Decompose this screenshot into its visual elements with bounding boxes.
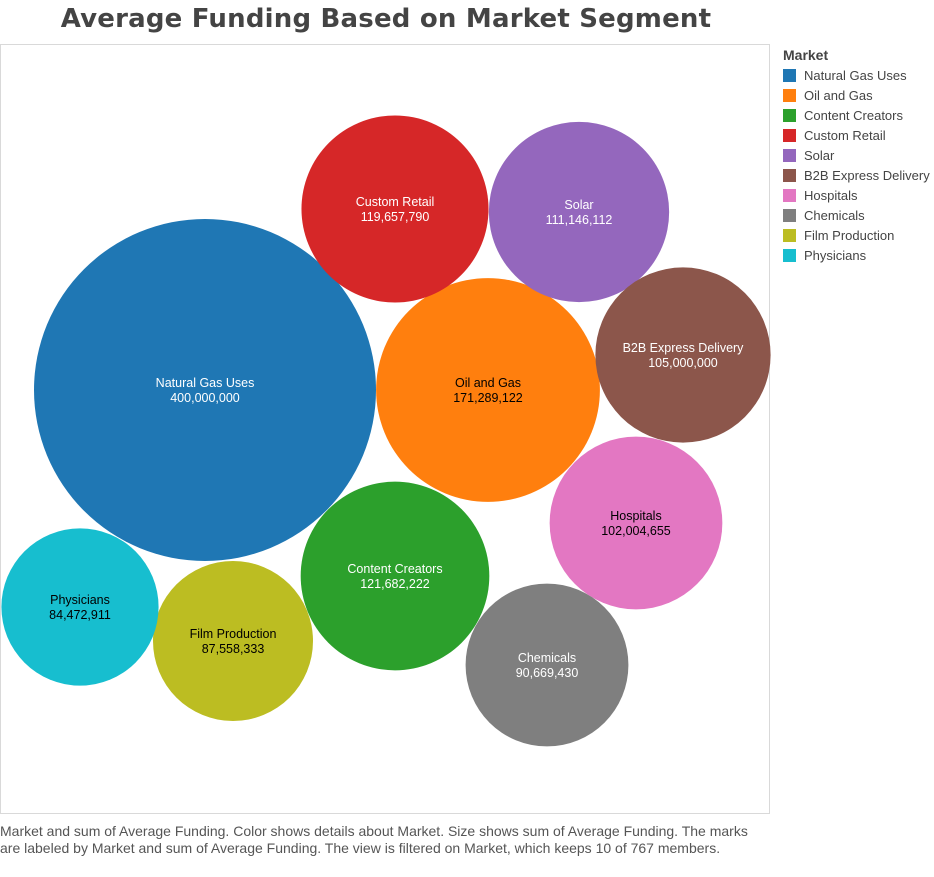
legend-swatch (783, 168, 796, 182)
legend-items: Natural Gas Uses Oil and Gas Content Creat… (783, 65, 933, 265)
legend-item-chemicals[interactable]: Chemicals (783, 205, 933, 225)
legend-item-b2b-express-delivery[interactable]: B2B Express Delivery (783, 165, 933, 185)
bubble-name-label: Oil and Gas (455, 376, 521, 390)
bubble-circle-physicians[interactable] (1, 528, 159, 686)
bubble-circle-content-creators[interactable] (300, 481, 490, 671)
legend-label: Hospitals (804, 187, 858, 203)
bubble-circle-b2b-express-delivery[interactable] (595, 267, 771, 443)
bubble-name-label: Physicians (50, 593, 110, 607)
legend-item-content-creators[interactable]: Content Creators (783, 105, 933, 125)
bubble-value-label: 84,472,911 (49, 608, 111, 622)
legend-swatch (783, 128, 796, 142)
legend-item-oil-and-gas[interactable]: Oil and Gas (783, 85, 933, 105)
bubble-circle-solar[interactable] (488, 121, 670, 303)
bubble-circle-custom-retail[interactable] (301, 115, 489, 303)
legend-title: Market (783, 47, 829, 63)
bubble-circle-natural-gas-uses[interactable] (34, 219, 376, 561)
legend-swatch (783, 88, 796, 102)
legend-item-custom-retail[interactable]: Custom Retail (783, 125, 933, 145)
legend-swatch (783, 228, 796, 242)
legend-label: B2B Express Delivery (804, 167, 930, 183)
legend-item-hospitals[interactable]: Hospitals (783, 185, 933, 205)
legend: Market Natural Gas Uses Oil and Gas Conten… (783, 47, 933, 265)
bubble-plot-area: Natural Gas Uses 400,000,000 Oil and Gas 17… (0, 44, 771, 814)
bubble-name-label: B2B Express Delivery (623, 341, 745, 355)
bubble-name-label: Content Creators (347, 562, 442, 576)
legend-swatch (783, 68, 796, 82)
legend-label: Solar (804, 147, 835, 163)
legend-swatch (783, 188, 796, 202)
legend-swatch (783, 108, 796, 122)
legend-label: Chemicals (804, 207, 865, 223)
bubble-value-label: 105,000,000 (648, 356, 718, 370)
bubble-circle-film-production[interactable] (152, 560, 314, 722)
legend-swatch (783, 148, 796, 162)
bubble-value-label: 111,146,112 (546, 213, 613, 227)
bubble-name-label: Hospitals (610, 509, 661, 523)
bubble-name-label: Chemicals (518, 651, 576, 665)
legend-label: Custom Retail (804, 127, 886, 143)
bubble-value-label: 102,004,655 (601, 524, 671, 538)
legend-label: Film Production (804, 227, 895, 243)
legend-label: Physicians (804, 247, 867, 263)
legend-item-solar[interactable]: Solar (783, 145, 933, 165)
bubble-circle-hospitals[interactable] (549, 436, 723, 610)
bubble-name-label: Solar (564, 198, 593, 212)
chart-title: Average Funding Based on Market Segment (60, 4, 712, 34)
bubble-value-label: 121,682,222 (360, 577, 430, 591)
bubble-value-label: 87,558,333 (202, 642, 265, 656)
bubble-value-label: 171,289,122 (453, 391, 523, 405)
bubble-value-label: 400,000,000 (170, 391, 240, 405)
bubble-name-label: Custom Retail (356, 195, 435, 209)
legend-label: Oil and Gas (804, 87, 873, 103)
legend-item-film-production[interactable]: Film Production (783, 225, 933, 245)
bubble-name-label: Film Production (190, 627, 277, 641)
bubble-name-label: Natural Gas Uses (156, 376, 255, 390)
legend-label: Content Creators (804, 107, 903, 123)
legend-swatch (783, 208, 796, 222)
chart-caption: Market and sum of Average Funding. Color… (0, 823, 748, 856)
bubble-circle-oil-and-gas[interactable] (376, 278, 600, 502)
legend-label: Natural Gas Uses (804, 67, 907, 83)
legend-item-physicians[interactable]: Physicians (783, 245, 933, 265)
bubble-value-label: 119,657,790 (361, 210, 430, 224)
bubble-circle-chemicals[interactable] (465, 583, 629, 747)
legend-swatch (783, 248, 796, 262)
bubble-value-label: 90,669,430 (516, 666, 579, 680)
legend-item-natural-gas-uses[interactable]: Natural Gas Uses (783, 65, 933, 85)
